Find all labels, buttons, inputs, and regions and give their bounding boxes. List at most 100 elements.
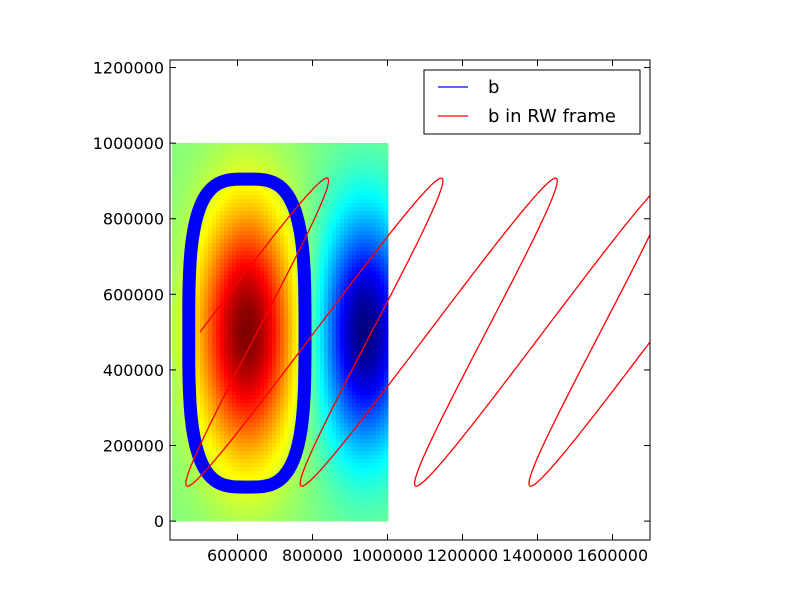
heatmap-cell bbox=[280, 291, 285, 296]
heatmap-cell bbox=[384, 463, 389, 468]
heatmap-cell bbox=[300, 475, 305, 480]
heatmap-cell bbox=[288, 499, 293, 504]
heatmap-cell bbox=[172, 403, 177, 408]
heatmap-cell bbox=[300, 195, 305, 200]
heatmap-cell bbox=[256, 351, 261, 356]
heatmap-cell bbox=[248, 475, 253, 480]
heatmap-cell bbox=[320, 459, 325, 464]
heatmap-cell bbox=[332, 471, 337, 476]
heatmap-cell bbox=[184, 187, 189, 192]
heatmap-cell bbox=[360, 331, 365, 336]
heatmap-cell bbox=[240, 403, 245, 408]
heatmap-cell bbox=[264, 343, 269, 348]
heatmap-cell bbox=[356, 379, 361, 384]
heatmap-cell bbox=[356, 435, 361, 440]
heatmap-cell bbox=[328, 167, 333, 172]
heatmap-cell bbox=[376, 383, 381, 388]
heatmap-cell bbox=[372, 407, 377, 412]
heatmap-cell bbox=[212, 207, 217, 212]
heatmap-cell bbox=[196, 411, 201, 416]
heatmap-cell bbox=[232, 427, 237, 432]
heatmap-cell bbox=[348, 359, 353, 364]
heatmap-cell bbox=[200, 475, 205, 480]
heatmap-cell bbox=[376, 479, 381, 484]
heatmap-cell bbox=[232, 163, 237, 168]
heatmap-cell bbox=[240, 367, 245, 372]
heatmap-cell bbox=[368, 223, 373, 228]
heatmap-cell bbox=[364, 243, 369, 248]
heatmap-cell bbox=[216, 495, 221, 500]
heatmap-cell bbox=[340, 171, 345, 176]
heatmap-cell bbox=[236, 403, 241, 408]
heatmap-cell bbox=[232, 355, 237, 360]
heatmap-cell bbox=[368, 483, 373, 488]
heatmap-cell bbox=[336, 343, 341, 348]
heatmap-cell bbox=[276, 259, 281, 264]
heatmap-cell bbox=[344, 391, 349, 396]
heatmap-cell bbox=[376, 355, 381, 360]
heatmap-cell bbox=[284, 387, 289, 392]
heatmap-cell bbox=[320, 287, 325, 292]
heatmap-cell bbox=[292, 499, 297, 504]
heatmap-cell bbox=[204, 275, 209, 280]
heatmap-cell bbox=[356, 219, 361, 224]
heatmap-cell bbox=[200, 363, 205, 368]
heatmap-cell bbox=[256, 163, 261, 168]
heatmap-cell bbox=[212, 247, 217, 252]
heatmap-cell bbox=[216, 227, 221, 232]
heatmap-cell bbox=[356, 479, 361, 484]
heatmap-cell bbox=[332, 267, 337, 272]
heatmap-cell bbox=[332, 323, 337, 328]
heatmap-cell bbox=[360, 339, 365, 344]
heatmap-cell bbox=[220, 235, 225, 240]
heatmap-cell bbox=[360, 399, 365, 404]
heatmap-cell bbox=[180, 487, 185, 492]
heatmap-cell bbox=[348, 323, 353, 328]
heatmap-cell bbox=[344, 387, 349, 392]
heatmap-cell bbox=[368, 507, 373, 512]
heatmap-cell bbox=[356, 291, 361, 296]
heatmap-cell bbox=[268, 167, 273, 172]
heatmap-cell bbox=[232, 231, 237, 236]
heatmap-cell bbox=[204, 239, 209, 244]
heatmap-cell bbox=[180, 143, 185, 148]
heatmap-cell bbox=[180, 275, 185, 280]
heatmap-cell bbox=[320, 379, 325, 384]
heatmap-cell bbox=[360, 359, 365, 364]
heatmap-cell bbox=[280, 167, 285, 172]
heatmap-cell bbox=[268, 159, 273, 164]
heatmap-cell bbox=[264, 299, 269, 304]
heatmap-cell bbox=[244, 407, 249, 412]
heatmap-cell bbox=[380, 379, 385, 384]
heatmap-cell bbox=[204, 451, 209, 456]
heatmap-cell bbox=[188, 183, 193, 188]
heatmap-cell bbox=[208, 439, 213, 444]
heatmap-cell bbox=[236, 399, 241, 404]
heatmap-cell bbox=[180, 291, 185, 296]
heatmap-cell bbox=[348, 327, 353, 332]
heatmap-cell bbox=[268, 439, 273, 444]
heatmap-cell bbox=[268, 395, 273, 400]
heatmap-cell bbox=[220, 155, 225, 160]
heatmap-cell bbox=[324, 395, 329, 400]
heatmap-cell bbox=[212, 503, 217, 508]
heatmap-cell bbox=[244, 423, 249, 428]
heatmap-cell bbox=[340, 223, 345, 228]
heatmap-cell bbox=[252, 231, 257, 236]
heatmap-cell bbox=[180, 427, 185, 432]
heatmap-cell bbox=[368, 323, 373, 328]
heatmap-cell bbox=[328, 219, 333, 224]
heatmap-cell bbox=[248, 359, 253, 364]
heatmap-cell bbox=[336, 399, 341, 404]
heatmap-cell bbox=[340, 315, 345, 320]
heatmap-cell bbox=[308, 439, 313, 444]
heatmap-cell bbox=[228, 235, 233, 240]
heatmap-cell bbox=[264, 411, 269, 416]
heatmap-cell bbox=[252, 215, 257, 220]
heatmap-cell bbox=[340, 183, 345, 188]
heatmap-cell bbox=[308, 403, 313, 408]
heatmap-cell bbox=[260, 299, 265, 304]
heatmap-cell bbox=[368, 147, 373, 152]
heatmap-cell bbox=[380, 383, 385, 388]
heatmap-cell bbox=[240, 451, 245, 456]
